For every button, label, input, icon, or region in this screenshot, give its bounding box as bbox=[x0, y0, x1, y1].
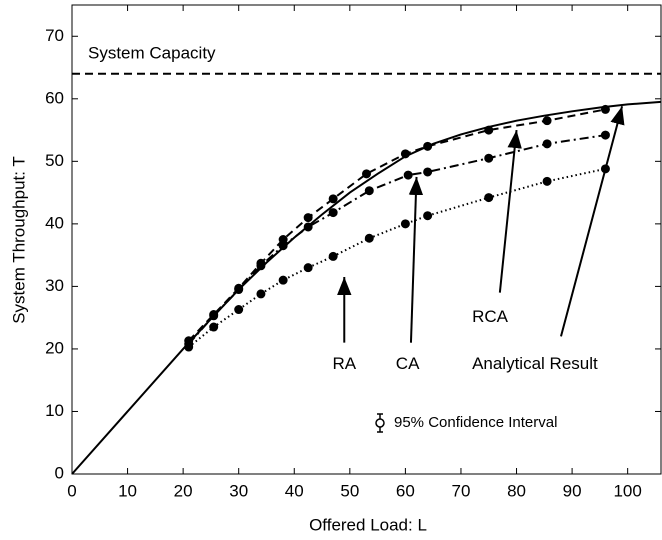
x-tick-label: 20 bbox=[174, 481, 193, 500]
data-point bbox=[234, 305, 244, 315]
data-point bbox=[400, 219, 410, 229]
y-tick-label: 0 bbox=[55, 463, 64, 482]
data-point bbox=[278, 275, 288, 285]
data-point bbox=[184, 342, 194, 352]
data-point bbox=[484, 125, 494, 135]
x-tick-label: 10 bbox=[118, 481, 137, 500]
data-point bbox=[234, 285, 244, 295]
data-point bbox=[364, 186, 374, 196]
y-axis-label: System Throughput: T bbox=[9, 156, 28, 324]
y-tick-label: 70 bbox=[45, 26, 64, 45]
data-point bbox=[600, 104, 610, 114]
x-axis-label: Offered Load: L bbox=[309, 515, 427, 534]
data-point bbox=[484, 153, 494, 163]
data-point bbox=[303, 213, 313, 223]
data-point bbox=[400, 149, 410, 159]
ci-note: 95% Confidence Interval bbox=[394, 414, 557, 431]
data-point bbox=[328, 194, 338, 204]
capacity-label: System Capacity bbox=[88, 43, 216, 62]
series-annotation: RCA bbox=[472, 307, 509, 326]
plot-frame bbox=[71, 4, 662, 475]
annotation-arrow bbox=[560, 106, 625, 337]
y-tick-label: 30 bbox=[45, 276, 64, 295]
data-point bbox=[423, 167, 433, 177]
data-point bbox=[542, 176, 552, 186]
x-tick-label: 100 bbox=[613, 481, 641, 500]
x-tick-label: 50 bbox=[340, 481, 359, 500]
data-point bbox=[362, 169, 371, 179]
series-line bbox=[71, 100, 662, 475]
data-point bbox=[328, 208, 338, 218]
series-line bbox=[187, 134, 606, 345]
data-point bbox=[278, 241, 288, 251]
y-tick-label: 40 bbox=[45, 213, 64, 232]
x-tick-label: 0 bbox=[67, 481, 76, 500]
data-point bbox=[600, 130, 610, 140]
y-tick-label: 50 bbox=[45, 151, 64, 170]
data-point bbox=[423, 141, 433, 151]
data-point bbox=[542, 139, 552, 149]
data-point bbox=[303, 222, 313, 232]
data-point bbox=[403, 170, 413, 180]
y-tick-label: 60 bbox=[45, 88, 64, 107]
data-point bbox=[423, 211, 433, 221]
series-annotation: Analytical Result bbox=[472, 354, 598, 373]
series-annotation: RA bbox=[332, 354, 356, 373]
x-tick-label: 90 bbox=[563, 481, 582, 500]
ci-icon-circle bbox=[375, 418, 385, 428]
data-point bbox=[256, 261, 266, 271]
data-point bbox=[209, 311, 219, 321]
annotation-arrow bbox=[408, 176, 424, 343]
data-point bbox=[209, 322, 219, 332]
x-tick-label: 70 bbox=[452, 481, 471, 500]
series-line bbox=[188, 167, 606, 348]
x-tick-label: 40 bbox=[285, 481, 304, 500]
y-tick-label: 20 bbox=[45, 338, 64, 357]
data-point bbox=[542, 116, 552, 126]
annotation-arrow bbox=[498, 129, 522, 293]
x-tick-label: 80 bbox=[507, 481, 526, 500]
data-point bbox=[364, 233, 374, 243]
data-point bbox=[484, 193, 494, 203]
data-point bbox=[256, 289, 266, 299]
data-point bbox=[303, 263, 313, 273]
x-tick-label: 60 bbox=[396, 481, 415, 500]
series-annotation: CA bbox=[396, 354, 420, 373]
data-point bbox=[328, 251, 338, 261]
y-tick-label: 10 bbox=[45, 401, 64, 420]
x-tick-label: 30 bbox=[229, 481, 248, 500]
